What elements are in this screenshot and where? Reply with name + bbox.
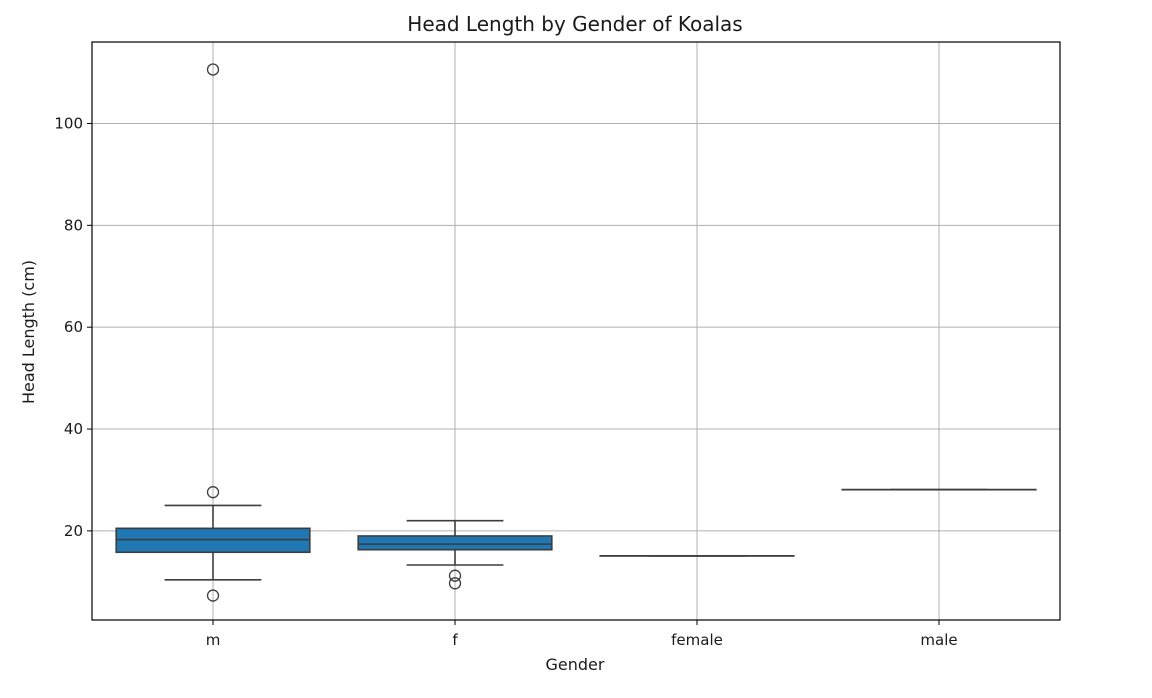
iqr-box <box>358 536 552 550</box>
x-tick-label: m <box>206 631 221 649</box>
chart-title: Head Length by Gender of Koalas <box>407 12 742 36</box>
box-series <box>116 64 1036 601</box>
axis-ticks: 20 40 60 80 100 m f female male <box>54 114 957 649</box>
x-tick-label: female <box>671 631 723 649</box>
x-tick-label: f <box>452 631 458 649</box>
y-tick-label: 80 <box>64 216 83 234</box>
y-axis-label: Head Length (cm) <box>19 260 38 404</box>
y-tick-label: 40 <box>64 420 83 438</box>
x-tick-label: male <box>920 631 957 649</box>
y-tick-label: 20 <box>64 522 83 540</box>
y-tick-label: 60 <box>64 318 83 336</box>
y-tick-label: 100 <box>54 114 83 132</box>
x-axis-label: Gender <box>546 655 605 674</box>
